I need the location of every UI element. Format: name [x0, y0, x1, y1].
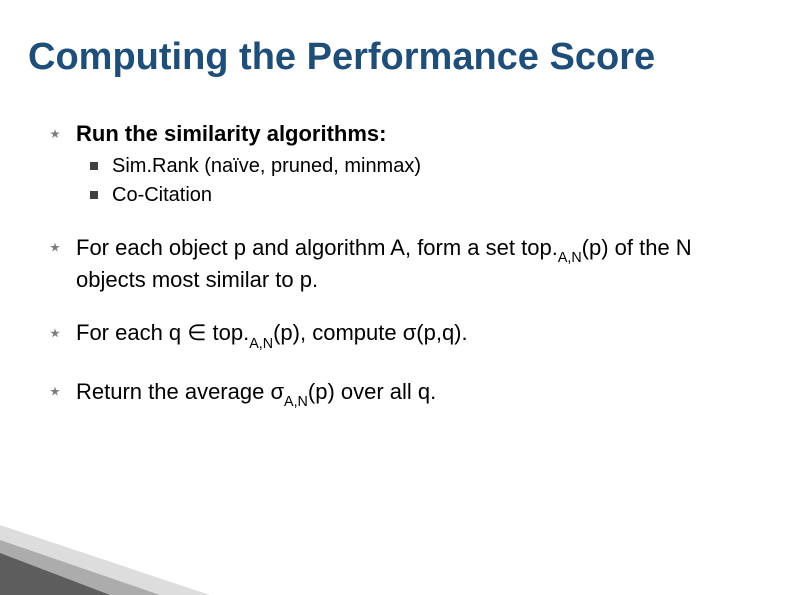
- bullet-item: Return the average σA,N(p) over all q.: [48, 378, 754, 410]
- slide: Computing the Performance Score Run the …: [0, 0, 794, 595]
- bullet-text: Run the similarity algorithms:: [76, 121, 387, 146]
- sub-bullet-item: Sim.Rank (naïve, pruned, minmax): [90, 154, 754, 179]
- bullet-text: For each object p and algorithm A, form …: [76, 235, 692, 292]
- bullet-list: Run the similarity algorithms: Sim.Rank …: [48, 120, 754, 410]
- bullet-item: For each object p and algorithm A, form …: [48, 234, 754, 294]
- slide-title: Computing the Performance Score: [28, 38, 766, 78]
- bullet-text: Return the average σA,N(p) over all q.: [76, 379, 436, 404]
- sub-bullet-text: Sim.Rank (naïve, pruned, minmax): [112, 155, 421, 177]
- sub-bullet-text: Co-Citation: [112, 184, 212, 206]
- sub-bullet-list: Sim.Rank (naïve, pruned, minmax) Co-Cita…: [90, 154, 754, 208]
- sub-bullet-item: Co-Citation: [90, 183, 754, 208]
- bullet-item: Run the similarity algorithms: Sim.Rank …: [48, 120, 754, 208]
- decor-triangle-dark: [0, 553, 110, 595]
- slide-body: Run the similarity algorithms: Sim.Rank …: [48, 120, 754, 436]
- bullet-text: For each q ∈ top.A,N(p), compute σ(p,q).: [76, 320, 468, 345]
- bullet-item: For each q ∈ top.A,N(p), compute σ(p,q).: [48, 319, 754, 351]
